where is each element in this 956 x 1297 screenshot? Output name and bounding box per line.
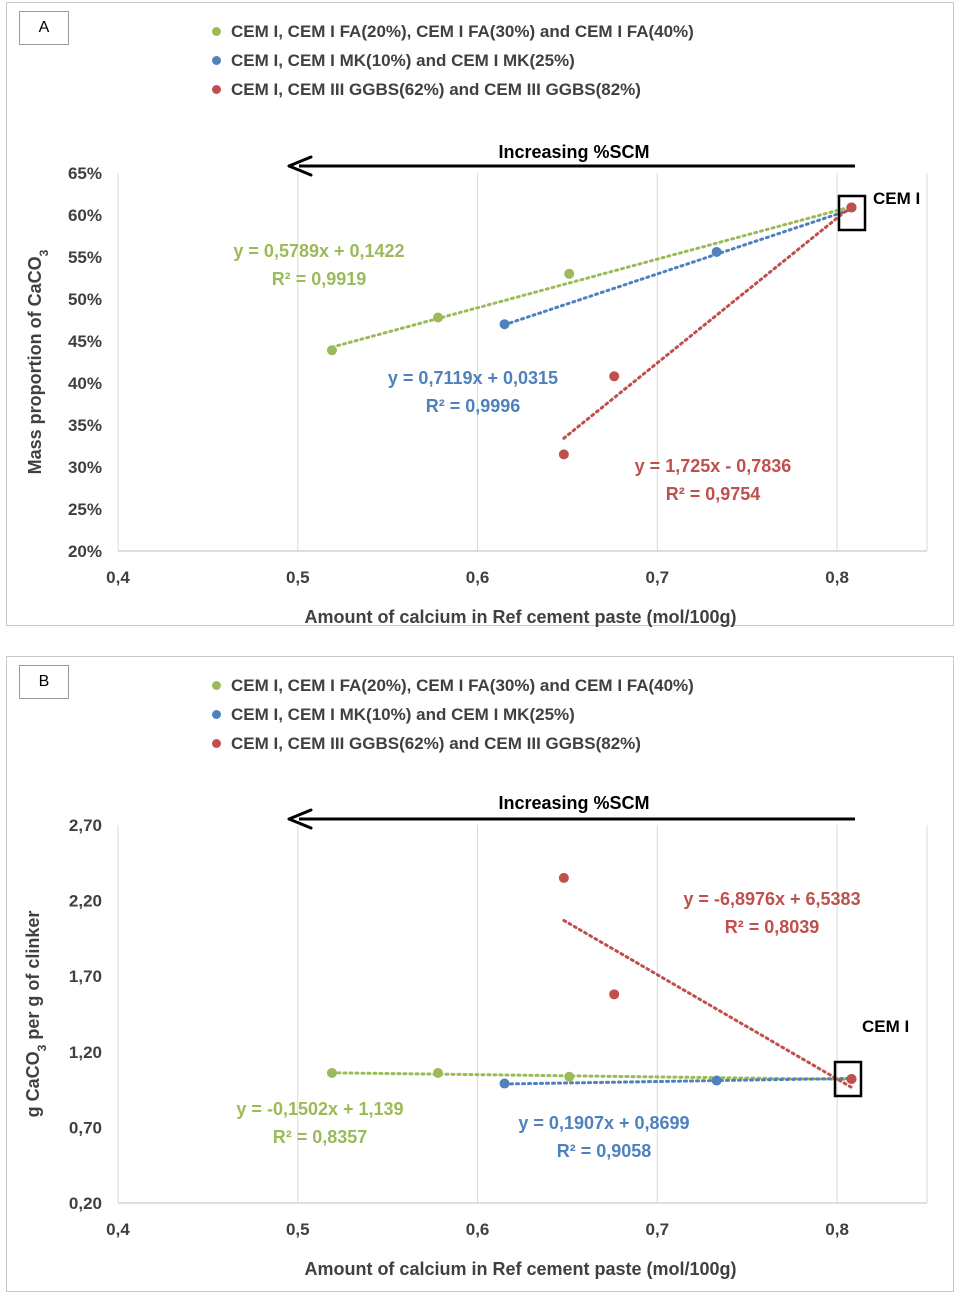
x-tick-label: 0,7 [646,1220,670,1239]
data-point [326,1067,337,1078]
data-point [499,319,510,330]
legend-marker-blue [212,710,221,719]
data-point [326,345,337,356]
y-tick-label: 30% [68,458,102,477]
data-point [433,1067,444,1078]
y-tick-label: 60% [68,206,102,225]
trendline [503,207,853,327]
data-point [609,371,620,382]
arrow-label: Increasing %SCM [498,793,649,813]
x-tick-label: 0,7 [646,568,670,587]
y-axis-title: Mass proportion of CaCO3 [25,249,51,474]
trendline-equation: y = -6,8976x + 6,5383 [683,889,860,909]
legend-marker-green [212,681,221,690]
trendline [330,1071,853,1081]
legend-label: CEM I, CEM I MK(10%) and CEM I MK(25%) [231,50,575,70]
trendline-r2: R² = 0,9919 [272,269,367,289]
trendline-r2: R² = 0,9058 [557,1141,652,1161]
y-tick-label: 2,20 [69,892,102,911]
cem-highlight-box [837,194,867,232]
x-axis-title: Amount of calcium in Ref cement paste (m… [304,607,736,627]
y-tick-label: 20% [68,542,102,561]
trendline-r2: R² = 0,8357 [273,1127,368,1147]
legend-item-fa: CEM I, CEM I FA(20%), CEM I FA(30%) and … [212,671,694,700]
legend-label: CEM I, CEM III GGBS(62%) and CEM III GGB… [231,733,641,753]
x-tick-label: 0,8 [825,1220,849,1239]
chart-panel-b: B CEM I, CEM I FA(20%), CEM I FA(30%) an… [6,656,954,1292]
cem-label: CEM I [862,1017,909,1036]
trendline-equation: y = 1,725x - 0,7836 [635,456,792,476]
data-point [846,202,857,213]
x-tick-label: 0,8 [825,568,849,587]
legend-label: CEM I, CEM I FA(20%), CEM I FA(30%) and … [231,675,694,695]
data-point [558,872,569,883]
legend-item-mk: CEM I, CEM I MK(10%) and CEM I MK(25%) [212,700,694,729]
panel-label-a: A [19,11,69,45]
x-tick-label: 0,6 [466,1220,490,1239]
y-tick-label: 45% [68,332,102,351]
legend-b: CEM I, CEM I FA(20%), CEM I FA(30%) and … [212,671,694,758]
y-tick-label: 65% [68,164,102,183]
y-tick-label: 40% [68,374,102,393]
cem-label: CEM I [873,189,920,208]
trendline-equation: y = 0,7119x + 0,0315 [388,368,558,388]
x-tick-label: 0,5 [286,568,310,587]
x-tick-label: 0,4 [106,1220,130,1239]
y-tick-label: 2,70 [69,816,102,835]
legend-item-fa: CEM I, CEM I FA(20%), CEM I FA(30%) and … [212,17,694,46]
legend-label: CEM I, CEM I MK(10%) and CEM I MK(25%) [231,704,575,724]
legend-item-ggbs: CEM I, CEM III GGBS(62%) and CEM III GGB… [212,75,694,104]
panel-label-b: B [19,665,69,699]
data-point [564,268,575,279]
x-tick-label: 0,5 [286,1220,310,1239]
x-tick-label: 0,6 [466,568,490,587]
data-point [711,1075,722,1086]
trendline [330,205,853,349]
trendline [503,1076,853,1086]
y-tick-label: 1,70 [69,967,102,986]
data-point [499,1078,510,1089]
scatter-chart-b: 0,4 0,5 0,6 0,7 0,8 0,20 0,70 1,20 1,70 2,20 2,70 A… [23,793,928,1279]
legend-marker-red [212,85,221,94]
data-point [711,246,722,257]
chart-panel-a: A CEM I, CEM I FA(20%), CEM I FA(30%) an… [6,2,954,627]
legend-a: CEM I, CEM I FA(20%), CEM I FA(30%) and … [212,17,694,104]
y-tick-label: 25% [68,500,102,519]
data-point [558,449,569,460]
legend-marker-blue [212,56,221,65]
trendline-equation: y = 0,5789x + 0,1422 [233,241,404,261]
legend-marker-green [212,27,221,36]
legend-marker-red [212,739,221,748]
scatter-chart-a: 0,4 0,5 0,6 0,7 0,8 20% 25% 30% 35% 40% 45% 50% 55% 6… [25,142,928,627]
trendline-r2: R² = 0,9754 [666,484,761,504]
y-tick-label: 55% [68,248,102,267]
legend-item-mk: CEM I, CEM I MK(10%) and CEM I MK(25%) [212,46,694,75]
trendline-r2: R² = 0,9996 [426,396,521,416]
legend-item-ggbs: CEM I, CEM III GGBS(62%) and CEM III GGB… [212,729,694,758]
trendline [562,204,853,440]
x-tick-label: 0,4 [106,568,130,587]
y-tick-label: 35% [68,416,102,435]
y-tick-label: 50% [68,290,102,309]
arrow-left-icon [287,808,313,830]
cem-highlight-box [833,1060,863,1098]
arrow-label: Increasing %SCM [498,142,649,162]
data-point [433,312,444,323]
trendline-equation: y = -0,1502x + 1,139 [236,1099,403,1119]
x-axis-title: Amount of calcium in Ref cement paste (m… [304,1259,736,1279]
y-tick-label: 0,20 [69,1194,102,1213]
data-point [609,989,620,1000]
legend-label: CEM I, CEM I FA(20%), CEM I FA(30%) and … [231,21,694,41]
y-tick-label: 1,20 [69,1043,102,1062]
trendline [562,918,853,1089]
data-point [564,1071,575,1082]
y-tick-label: 0,70 [69,1118,102,1137]
y-axis-title: g CaCO3 per g of clinker [23,911,49,1118]
data-point [846,1074,857,1085]
trendline-equation: y = 0,1907x + 0,8699 [518,1113,689,1133]
arrow-left-icon [287,155,313,177]
legend-label: CEM I, CEM III GGBS(62%) and CEM III GGB… [231,79,641,99]
trendline-r2: R² = 0,8039 [725,917,820,937]
